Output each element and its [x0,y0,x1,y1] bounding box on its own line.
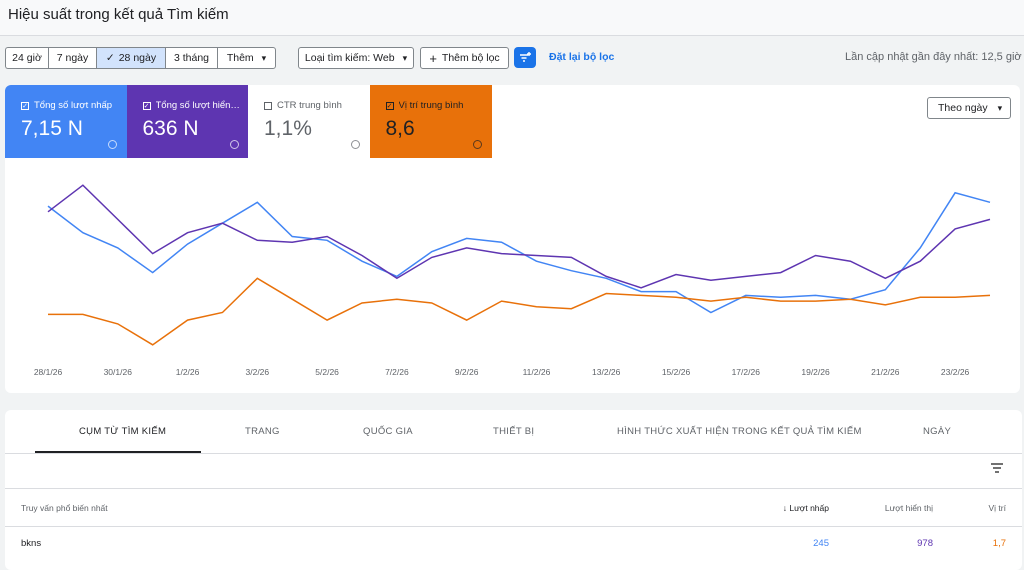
granularity-select[interactable]: Theo ngày [927,97,1011,119]
metric-name: Tổng số lượt nhấp [34,100,112,111]
x-tick-label: 1/2/26 [176,367,200,377]
metric-value: 8,6 [386,117,492,141]
help-icon[interactable] [230,140,239,149]
checkbox[interactable] [21,102,29,110]
table-cell: 1,7 [993,538,1006,549]
tab[interactable]: NGÀY [923,426,951,437]
x-tick-label: 19/2/26 [801,367,830,377]
metric-name: CTR trung bình [277,100,342,111]
table-cell: 978 [917,538,933,549]
last-updated: Lần cập nhật gần đây nhất: 12,5 giờ trướ… [845,51,1024,63]
range-button[interactable]: 3 tháng [165,47,217,69]
range-button[interactable]: 7 ngày [48,47,96,69]
range-button[interactable]: 24 giờ [5,47,48,69]
tab[interactable]: THIẾT BỊ [493,426,534,437]
column-header[interactable]: Vị trí [989,503,1006,513]
tab[interactable]: CỤM TỪ TÌM KIẾM [79,426,166,437]
checkbox[interactable] [386,102,394,110]
metric-name: Tổng số lượt hiển thị [156,100,243,111]
metric-value: 7,15 N [21,117,127,141]
x-tick-label: 15/2/26 [662,367,691,377]
help-icon[interactable] [473,140,482,149]
range-more[interactable]: Thêm [217,47,276,69]
x-tick-label: 7/2/26 [385,367,409,377]
checkbox[interactable] [143,102,151,110]
metric-card[interactable]: Vị trí trung bình 8,6 [370,85,492,158]
x-tick-label: 13/2/26 [592,367,621,377]
x-tick-label: 21/2/26 [871,367,900,377]
x-tick-label: 23/2/26 [941,367,970,377]
x-tick-label: 3/2/26 [246,367,270,377]
x-tick-label: 11/2/26 [523,367,551,377]
filter-icon[interactable] [514,47,536,68]
divider [5,453,1022,454]
chart: 28/1/26 30/1/26 1/2/26 3/2/26 5/2/26 7/2/26 9/… [5,158,1020,393]
help-icon[interactable] [108,140,117,149]
range-button[interactable]: 28 ngày [96,47,165,69]
metric-label: Tổng số lượt nhấp [21,100,121,111]
series-line [48,278,990,345]
metric-card[interactable]: Tổng số lượt hiển thị 636 N [127,85,249,158]
metric-label: Tổng số lượt hiển thị [143,100,243,111]
table-filter[interactable] [990,462,1004,474]
tab[interactable]: HÌNH THỨC XUẤT HIỆN TRONG KẾT QUẢ TÌM KI… [617,426,862,437]
metric-name: Vị trí trung bình [399,100,464,111]
divider [5,526,1022,527]
reset-filters[interactable]: Đặt lại bộ lọc [549,51,614,63]
tab[interactable]: TRANG [245,426,280,437]
x-tick-label: 5/2/26 [315,367,339,377]
column-header[interactable]: ↓ Lượt nhấp [783,503,829,513]
filter-glyph [514,47,536,68]
tab[interactable]: QUỐC GIA [363,426,413,437]
search-type[interactable]: Loại tìm kiếm: Web [298,47,414,69]
x-tick-label: 30/1/26 [104,367,133,377]
x-tick-label: 9/2/26 [455,367,479,377]
table-cell: 245 [813,538,829,549]
series-line [48,193,990,313]
metric-card[interactable]: CTR trung bình 1,1% [248,85,370,158]
table-card: CỤM TỪ TÌM KIẾM TRANG QUỐC GIA THIẾT BỊ HÌNH… [5,410,1022,570]
x-tick-label: 17/2/26 [732,367,761,377]
add-filter[interactable]: +Thêm bộ lọc [420,47,509,69]
help-icon[interactable] [351,140,360,149]
metric-value: 1,1% [264,117,370,141]
table-cell: bkns [21,538,41,549]
series-line [48,185,990,288]
page-title: Hiệu suất trong kết quả Tìm kiếm [8,6,229,23]
chart-card: Tổng số lượt nhấp7,15 NTổng số lượt hiển… [5,85,1020,393]
metric-label: Vị trí trung bình [386,100,486,111]
x-tick-label: 28/1/26 [34,367,63,377]
checkbox[interactable] [264,102,272,110]
column-header[interactable]: Lượt hiển thị [885,503,933,513]
metric-card[interactable]: Tổng số lượt nhấp 7,15 N [5,85,127,158]
divider [5,488,1022,489]
metric-value: 636 N [143,117,249,141]
metric-label: CTR trung bình [264,100,364,111]
column-header: Truy vấn phổ biến nhất [21,503,108,513]
add-filter-label: Thêm bộ lọc [442,52,500,64]
